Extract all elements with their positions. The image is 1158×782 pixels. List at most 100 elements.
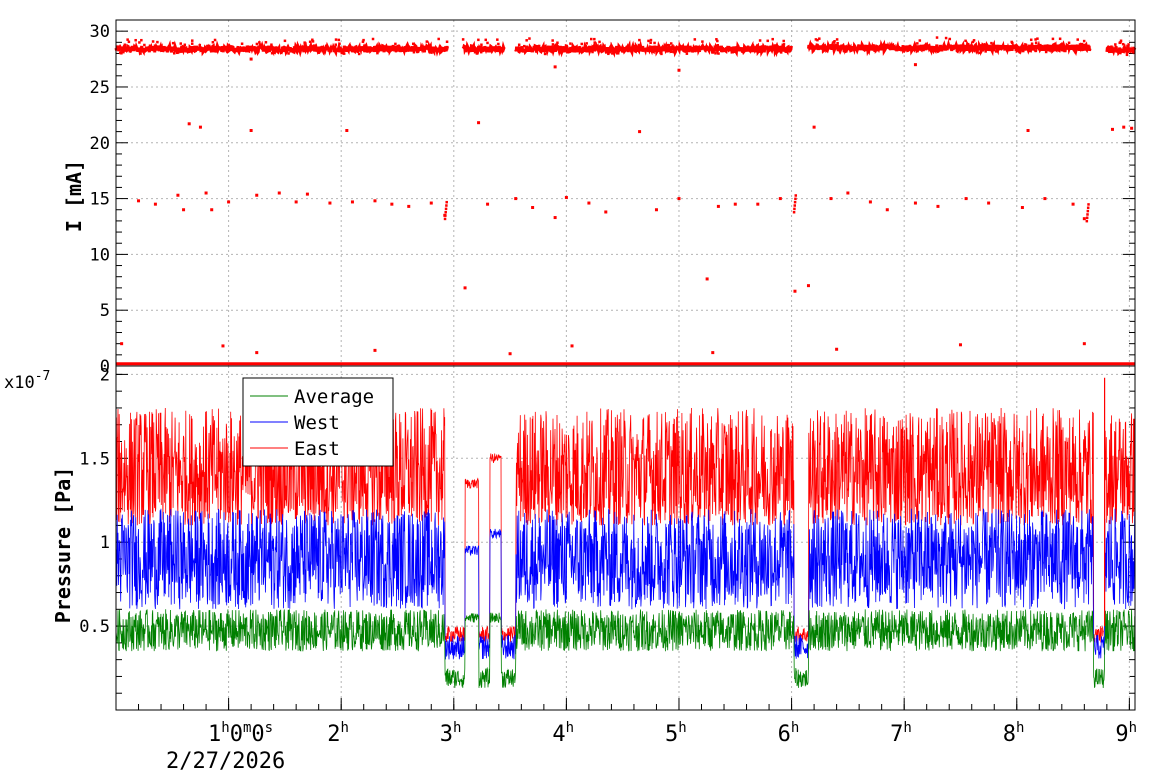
current-band-point: [1084, 43, 1088, 47]
x-tick-label-hour: 8h: [1003, 720, 1025, 747]
current-band-point: [773, 44, 777, 47]
current-point: [677, 197, 681, 201]
current-band-point: [979, 44, 982, 47]
current-band-point: [660, 47, 664, 50]
current-point: [846, 191, 850, 195]
current-band-point: [918, 39, 922, 42]
current-band-point: [944, 36, 948, 40]
current-band-point: [151, 40, 155, 43]
current-band-point: [1127, 43, 1130, 46]
current-band-point: [376, 51, 379, 55]
current-band-point: [1114, 43, 1117, 46]
current-band-point: [356, 50, 360, 54]
current-band-point: [496, 38, 499, 41]
current-band-point: [156, 40, 159, 44]
current-point: [553, 65, 557, 69]
current-band-point: [835, 38, 839, 41]
current-band-point: [411, 42, 415, 46]
current-band-point: [191, 39, 194, 42]
current-band-point: [122, 50, 125, 54]
current-band-point: [1080, 42, 1084, 46]
current-band-point: [486, 41, 489, 45]
current-band-point: [944, 45, 947, 49]
current-point: [249, 57, 253, 61]
current-band-point: [211, 41, 215, 44]
current-point: [1026, 128, 1030, 132]
current-point: [711, 351, 715, 355]
current-band-point: [1119, 39, 1123, 43]
current-band-point: [397, 44, 401, 48]
current-band-point: [338, 42, 341, 45]
current-band-point: [988, 44, 991, 48]
current-band-point: [520, 48, 523, 51]
current-band-point: [966, 42, 970, 46]
legend: Average West East: [242, 377, 394, 467]
current-band-point: [172, 47, 175, 51]
current-band-point: [670, 50, 673, 53]
current-point: [445, 200, 448, 204]
current-band-point: [1021, 49, 1025, 53]
current-band-point: [149, 44, 152, 48]
current-band-point: [317, 51, 321, 54]
current-band-point: [701, 40, 704, 43]
current-point: [1082, 342, 1086, 346]
current-panel: 0 5 10 15 20 25 30: [90, 19, 1137, 377]
current-band-point: [140, 48, 143, 51]
current-band-point: [593, 37, 596, 41]
current-point: [514, 197, 518, 201]
current-band-point: [613, 50, 617, 54]
current-band-point: [534, 50, 538, 53]
current-point: [294, 200, 298, 204]
current-band-point: [546, 47, 549, 51]
current-band-point: [1072, 48, 1076, 52]
current-band-point: [342, 52, 346, 55]
current-point: [328, 201, 332, 205]
current-band-point: [685, 52, 689, 55]
current-band-point: [964, 39, 967, 43]
pressure-exponent: x10-7: [4, 369, 50, 393]
current-tick-label: 5: [100, 301, 110, 321]
current-point: [198, 125, 202, 129]
current-band-point: [311, 40, 315, 43]
current-point: [1085, 216, 1089, 220]
current-band-point: [308, 40, 312, 44]
current-band-point: [361, 40, 365, 43]
current-band-point: [649, 41, 652, 44]
current-point: [793, 204, 797, 207]
current-point: [835, 347, 839, 351]
current-band-point: [950, 45, 953, 49]
current-band-point: [418, 48, 422, 51]
current-band-point: [439, 46, 443, 50]
pressure-axis-title: Pressure [Pa]: [51, 467, 75, 624]
current-point: [806, 284, 810, 288]
current-band-point: [535, 45, 539, 48]
current-band-point: [475, 52, 479, 55]
current-point: [1086, 206, 1090, 210]
current-band-point: [899, 46, 902, 50]
x-tick-label-hour: 4h: [552, 720, 574, 747]
current-band-point: [267, 47, 270, 51]
current-band-point: [653, 41, 656, 45]
current-point: [1087, 203, 1090, 206]
current-frame: [115, 19, 1136, 367]
current-band-point: [693, 38, 697, 41]
pressure-tick-label: 0.5: [79, 617, 110, 637]
pressure-series-line: [115, 609, 1136, 689]
current-band-point: [1067, 41, 1071, 45]
current-point: [564, 195, 568, 199]
current-band-point: [964, 47, 968, 50]
current-point: [958, 343, 962, 347]
current-band-point: [569, 42, 572, 45]
current-band-point: [206, 44, 209, 48]
current-band-point: [437, 37, 440, 41]
current-tick-label: 25: [90, 78, 110, 98]
current-point: [210, 208, 214, 212]
x-tick-label-hour: 6h: [778, 720, 800, 747]
current-band-point: [649, 38, 653, 42]
current-point: [345, 128, 349, 132]
current-band-point: [566, 50, 569, 54]
current-band-point: [715, 38, 718, 41]
current-band-point: [180, 50, 183, 53]
current-point: [733, 202, 737, 206]
current-band-point: [676, 46, 680, 49]
